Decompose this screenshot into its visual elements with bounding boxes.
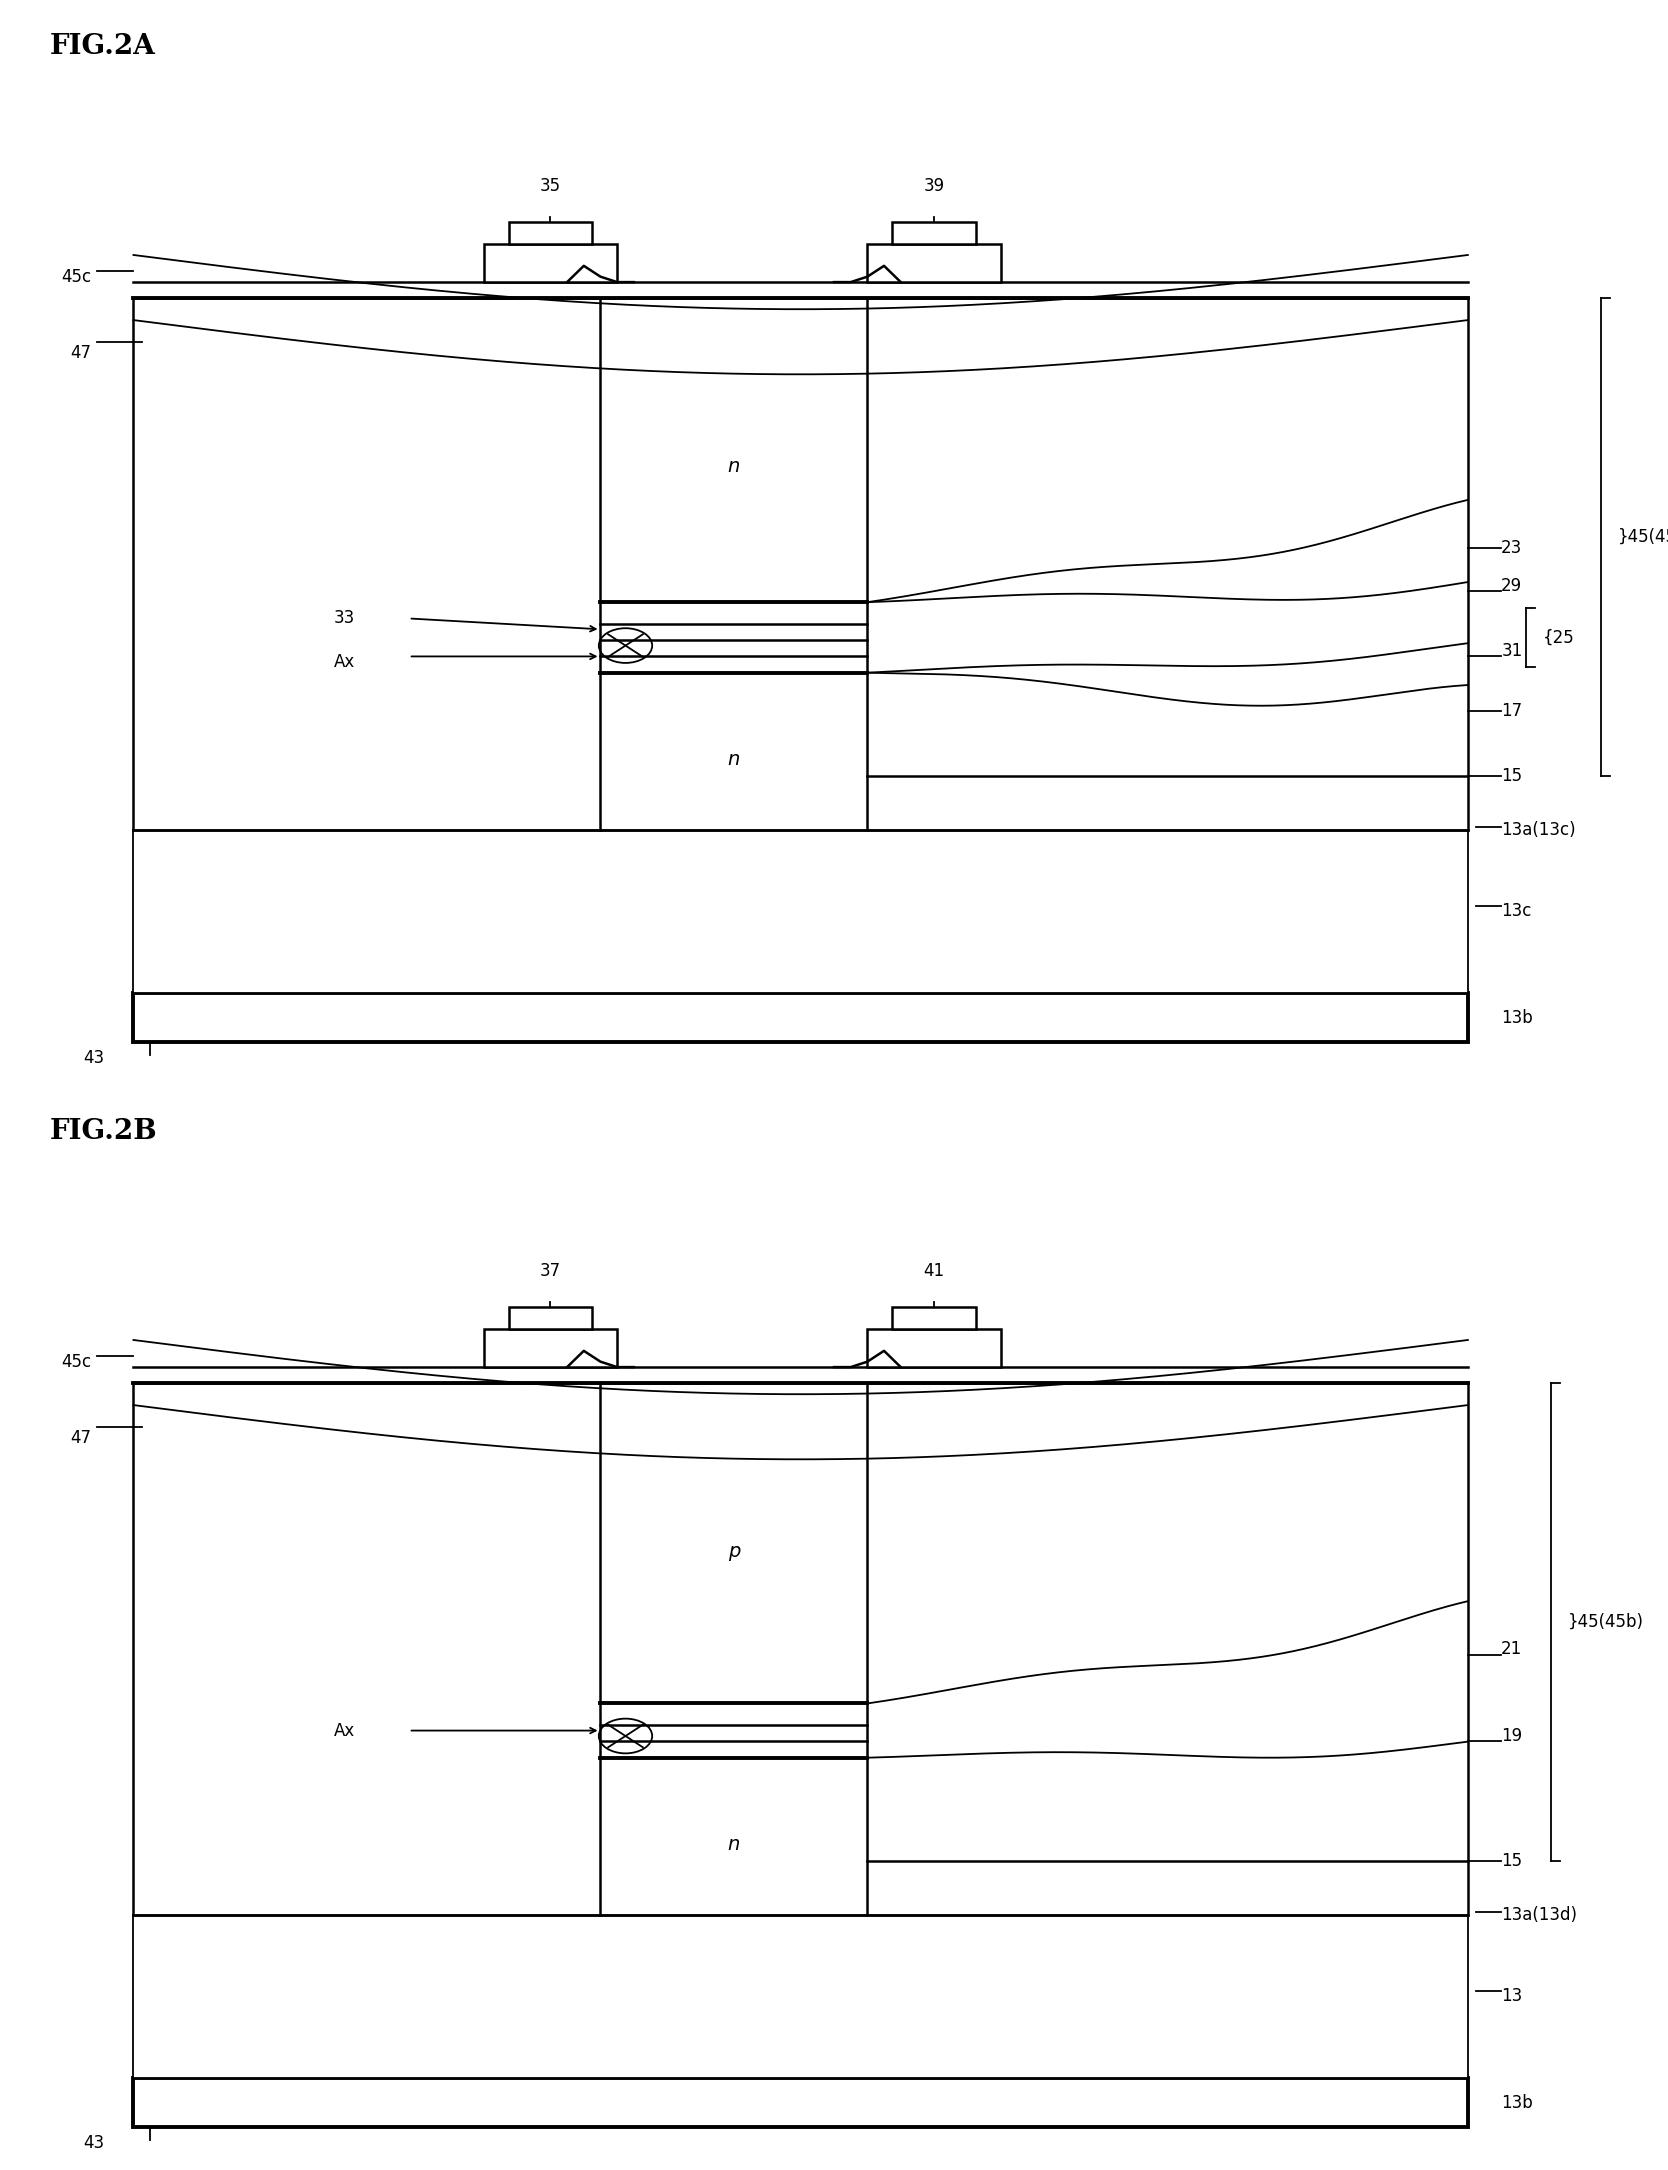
Text: 47: 47 xyxy=(70,1428,92,1447)
Bar xyxy=(133,297,1468,831)
Text: 35: 35 xyxy=(540,178,560,195)
Text: 19: 19 xyxy=(1501,1727,1523,1745)
Text: 13a(13d): 13a(13d) xyxy=(1501,1905,1578,1925)
Text: 45c: 45c xyxy=(62,267,92,286)
Text: 29: 29 xyxy=(1501,577,1523,595)
Text: FIG.2A: FIG.2A xyxy=(50,33,155,59)
Text: 43: 43 xyxy=(83,2133,105,2153)
Bar xyxy=(133,992,1468,1042)
Bar xyxy=(509,221,592,245)
Bar xyxy=(484,245,617,282)
Bar xyxy=(892,1306,976,1328)
Text: 13b: 13b xyxy=(1501,1009,1533,1026)
Text: Ax: Ax xyxy=(334,1721,355,1740)
Text: p: p xyxy=(727,1543,741,1560)
Text: 41: 41 xyxy=(924,1263,944,1280)
Text: {25: {25 xyxy=(1543,629,1575,647)
Bar xyxy=(892,221,976,245)
Text: 15: 15 xyxy=(1501,766,1523,786)
Text: 13a(13c): 13a(13c) xyxy=(1501,820,1576,840)
Text: 23: 23 xyxy=(1501,538,1523,558)
Text: 13b: 13b xyxy=(1501,2094,1533,2111)
Text: 21: 21 xyxy=(1501,1641,1523,1658)
Text: 33: 33 xyxy=(334,610,355,627)
Text: 43: 43 xyxy=(83,1048,105,1068)
Bar xyxy=(484,1328,617,1367)
Text: }45(45b): }45(45b) xyxy=(1568,1612,1645,1632)
Text: }45(45a): }45(45a) xyxy=(1618,527,1668,547)
Text: 15: 15 xyxy=(1501,1851,1523,1871)
Text: 13: 13 xyxy=(1501,1988,1523,2005)
Bar xyxy=(133,831,1468,994)
Bar xyxy=(133,1384,1468,1916)
Bar xyxy=(133,2079,1468,2127)
Text: 37: 37 xyxy=(540,1263,560,1280)
Text: n: n xyxy=(727,751,741,768)
Bar xyxy=(867,245,1001,282)
Bar xyxy=(509,1306,592,1328)
Text: 31: 31 xyxy=(1501,642,1523,660)
Text: Ax: Ax xyxy=(334,653,355,671)
Bar xyxy=(133,1916,1468,2079)
Text: FIG.2B: FIG.2B xyxy=(50,1118,158,1144)
Bar xyxy=(867,1328,1001,1367)
Text: 47: 47 xyxy=(70,343,92,362)
Text: 45c: 45c xyxy=(62,1352,92,1371)
Text: 13c: 13c xyxy=(1501,903,1531,920)
Text: n: n xyxy=(727,1836,741,1853)
Text: 17: 17 xyxy=(1501,701,1523,720)
Text: n: n xyxy=(727,458,741,475)
Text: 39: 39 xyxy=(924,178,944,195)
